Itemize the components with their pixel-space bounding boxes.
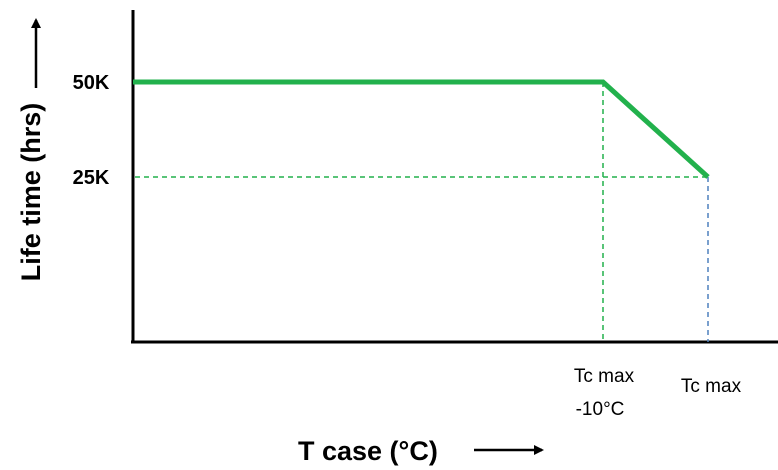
y-axis-title: Life time (hrs) [16,103,46,282]
life-time-series-line [133,79,710,179]
y-tick-label-50k: 50K [73,72,110,94]
y-tick-label-25k: 25K [73,167,110,189]
x-tick-label-tc-max-minus-10-line2: -10°C [576,399,625,420]
x-axis-title: T case (°C) [298,436,438,466]
x-tick-label-tc-max: Tc max [681,376,742,397]
x-tick-label-tc-max-minus-10-line1: Tc max [574,366,635,387]
